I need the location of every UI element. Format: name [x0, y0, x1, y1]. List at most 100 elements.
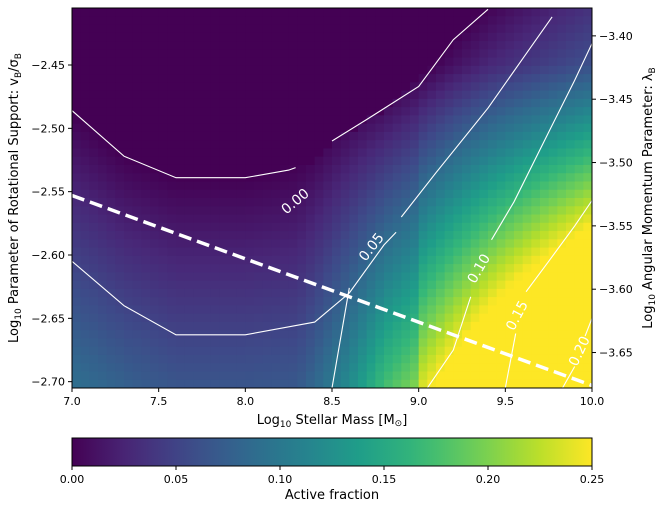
- heatmap-cell: [323, 41, 333, 50]
- heatmap-cell: [176, 82, 186, 92]
- contour-line: [426, 296, 472, 388]
- heatmap-cell: [115, 206, 125, 216]
- heatmap-cell: [392, 313, 402, 323]
- heatmap-cell: [488, 49, 498, 59]
- heatmap-cell: [505, 16, 515, 26]
- heatmap-cell: [98, 140, 108, 150]
- heatmap-cell: [522, 65, 532, 75]
- heatmap-cell: [384, 264, 394, 273]
- heatmap-cell: [158, 82, 168, 92]
- heatmap-cell: [124, 297, 134, 306]
- heatmap-cell: [496, 57, 506, 67]
- heatmap-cell: [132, 57, 142, 67]
- heatmap-cell: [557, 82, 567, 92]
- heatmap-cell: [158, 338, 168, 348]
- heatmap-cell: [193, 272, 203, 282]
- heatmap-cell: [540, 313, 550, 323]
- heatmap-cell: [254, 288, 264, 298]
- heatmap-cell: [488, 131, 498, 141]
- heatmap-cell: [280, 32, 290, 42]
- heatmap-cell: [141, 41, 151, 50]
- colorbar-label: Active fraction: [285, 488, 379, 503]
- heatmap-cell: [297, 181, 307, 191]
- heatmap-cell: [202, 214, 212, 224]
- heatmap-cell: [219, 305, 229, 315]
- heatmap-cell: [245, 181, 255, 191]
- heatmap-cell: [340, 156, 350, 166]
- heatmap-cell: [427, 247, 437, 257]
- heatmap-cell: [496, 41, 506, 50]
- heatmap-cell: [462, 371, 472, 381]
- heatmap-cell: [522, 280, 532, 290]
- heatmap-cell: [176, 32, 186, 42]
- heatmap-cell: [410, 264, 420, 273]
- heatmap-cell: [297, 247, 307, 257]
- heatmap-cell: [271, 363, 281, 373]
- heatmap-cell: [254, 49, 264, 59]
- heatmap-cell: [340, 247, 350, 257]
- heatmap-cell: [254, 65, 264, 75]
- y-tick-label: −2.65: [31, 312, 65, 325]
- heatmap-cell: [167, 148, 177, 158]
- heatmap-cell: [141, 214, 151, 224]
- heatmap-cell: [280, 338, 290, 348]
- heatmap-cell: [574, 107, 584, 116]
- heatmap-cell: [375, 181, 385, 191]
- contour-line: [491, 43, 592, 241]
- heatmap-cell: [184, 264, 194, 273]
- heatmap-cell: [124, 156, 134, 166]
- heatmap-cell: [444, 8, 454, 17]
- heatmap-cell: [124, 123, 134, 133]
- heatmap-cell: [158, 24, 168, 34]
- heatmap-cell: [514, 16, 524, 26]
- heatmap-cell: [236, 24, 246, 34]
- heatmap-cell: [557, 90, 567, 100]
- heatmap-cell: [80, 288, 90, 298]
- heatmap-cell: [89, 214, 99, 224]
- heatmap-cell: [115, 24, 125, 34]
- heatmap-cell: [176, 288, 186, 298]
- heatmap-cell: [384, 41, 394, 50]
- heatmap-cell: [150, 346, 160, 356]
- heatmap-cell: [540, 41, 550, 50]
- heatmap-cell: [548, 222, 558, 232]
- heatmap-cell: [193, 65, 203, 75]
- heatmap-cell: [574, 231, 584, 240]
- heatmap-cell: [358, 57, 368, 67]
- heatmap-cell: [80, 24, 90, 34]
- heatmap-cell: [245, 247, 255, 257]
- heatmap-cell: [566, 313, 576, 323]
- heatmap-cell: [288, 239, 298, 249]
- heatmap-cell: [557, 24, 567, 34]
- heatmap-cell: [488, 247, 498, 257]
- heatmap-cell: [548, 24, 558, 34]
- heatmap-cell: [262, 65, 272, 75]
- heatmap-cell: [288, 189, 298, 199]
- heatmap-cell: [288, 206, 298, 216]
- heatmap-cell: [488, 164, 498, 174]
- heatmap-cell: [288, 346, 298, 356]
- heatmap-cell: [462, 198, 472, 207]
- heatmap-cell: [488, 41, 498, 50]
- heatmap-cell: [236, 371, 246, 381]
- heatmap-cell: [141, 8, 151, 17]
- heatmap-cell: [202, 115, 212, 125]
- heatmap-cell: [297, 231, 307, 240]
- heatmap-cell: [271, 98, 281, 108]
- heatmap-cell: [280, 65, 290, 75]
- heatmap-cell: [297, 41, 307, 50]
- heatmap-cell: [366, 288, 376, 298]
- heatmap-cell: [349, 338, 359, 348]
- heatmap-cell: [150, 131, 160, 141]
- heatmap-cell: [141, 49, 151, 59]
- heatmap-cell: [202, 82, 212, 92]
- heatmap-cell: [548, 338, 558, 348]
- heatmap-cell: [453, 131, 463, 141]
- heatmap-cell: [80, 214, 90, 224]
- heatmap-cell: [479, 239, 489, 249]
- heatmap-cell: [548, 107, 558, 116]
- heatmap-cell: [106, 354, 116, 364]
- heatmap-cell: [288, 379, 298, 388]
- heatmap-cell: [340, 131, 350, 141]
- heatmap-cell: [219, 65, 229, 75]
